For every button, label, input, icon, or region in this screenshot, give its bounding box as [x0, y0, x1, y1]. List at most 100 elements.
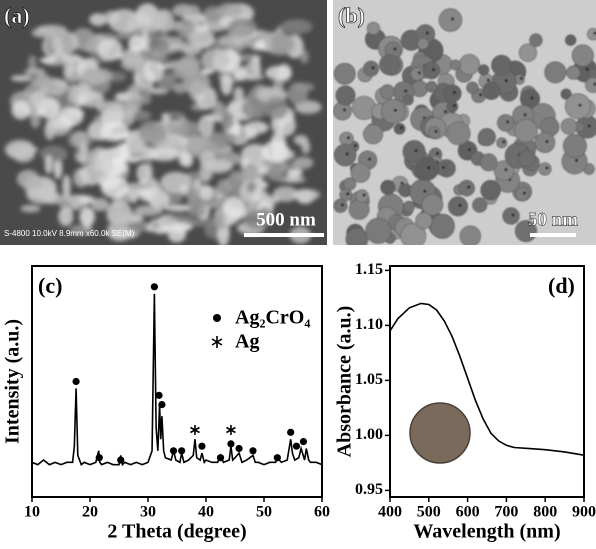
texture [515, 187, 530, 202]
texture [448, 196, 468, 217]
texture [434, 129, 438, 133]
texture [44, 154, 53, 175]
texture [431, 68, 435, 72]
texture [438, 8, 463, 32]
data-line [389, 302, 585, 456]
texture [138, 120, 166, 143]
texture [288, 81, 309, 106]
texture [511, 213, 515, 217]
texture [58, 207, 74, 227]
texture [149, 190, 170, 210]
texture [346, 192, 350, 196]
peak-marker [292, 442, 301, 450]
texture [67, 83, 79, 106]
texture [425, 31, 429, 35]
texture [400, 126, 404, 130]
peak-marker [150, 283, 158, 291]
peak-marker [235, 444, 243, 453]
texture [127, 138, 147, 155]
texture [301, 140, 311, 154]
x-tick-label: 900 [572, 504, 596, 521]
texture [280, 19, 313, 34]
texture [108, 8, 141, 33]
texture [146, 223, 156, 233]
texture [149, 217, 179, 227]
texture [363, 124, 384, 145]
peak-marker [198, 442, 206, 450]
texture [362, 193, 366, 197]
texture [270, 33, 295, 56]
texture [335, 85, 356, 106]
texture [348, 199, 370, 220]
texture [479, 93, 483, 97]
texture [565, 34, 577, 46]
texture [371, 66, 375, 70]
texture [578, 103, 582, 107]
texture [514, 118, 538, 143]
texture [257, 165, 268, 174]
x-tick-label: 50 [256, 504, 272, 521]
texture [265, 65, 291, 81]
texture [414, 149, 418, 153]
panel-label: (c) [38, 273, 62, 298]
texture [223, 216, 234, 226]
texture [39, 57, 57, 64]
texture [333, 62, 356, 85]
texture [366, 21, 381, 36]
texture [209, 132, 238, 144]
texture [545, 166, 549, 170]
texture [26, 185, 59, 204]
x-tick-label: 400 [378, 504, 402, 521]
texture [571, 44, 594, 67]
texture [593, 31, 596, 35]
texture [400, 223, 427, 245]
texture [129, 89, 143, 113]
texture [518, 43, 537, 62]
texture [403, 200, 415, 213]
texture [221, 111, 234, 131]
texture [11, 100, 31, 120]
texture [477, 128, 496, 147]
texture [16, 169, 40, 189]
texture [106, 209, 132, 225]
texture [115, 32, 130, 40]
legend-label: Ag₂CrO₄ [235, 307, 310, 329]
texture [410, 66, 425, 81]
texture [422, 61, 441, 80]
x-tick-label: 700 [494, 504, 518, 521]
texture [162, 72, 178, 82]
x-tick-label: 10 [24, 504, 40, 521]
texture [293, 156, 314, 169]
y-axis-title: Absorbance (a.u.) [334, 306, 356, 458]
peak-marker [178, 447, 186, 455]
texture [593, 82, 596, 86]
peak-marker [273, 454, 281, 462]
texture [271, 116, 285, 134]
texture [240, 73, 265, 81]
texture [121, 48, 143, 67]
texture [79, 141, 89, 165]
texture [482, 81, 501, 100]
texture [44, 121, 56, 141]
texture [167, 225, 187, 243]
texture [478, 64, 490, 76]
texture [345, 227, 369, 245]
texture [402, 140, 426, 164]
texture [480, 179, 501, 201]
texture [586, 28, 596, 41]
texture [233, 86, 244, 101]
texture [491, 54, 512, 76]
texture [435, 151, 439, 155]
peak-marker [226, 425, 236, 436]
texture [333, 198, 348, 213]
texture [458, 54, 480, 75]
texture [227, 17, 258, 38]
texture [217, 36, 247, 47]
texture [175, 120, 201, 139]
texture [429, 213, 455, 239]
texture [538, 162, 552, 176]
texture [423, 189, 427, 193]
texture [100, 176, 130, 199]
texture [544, 61, 567, 84]
